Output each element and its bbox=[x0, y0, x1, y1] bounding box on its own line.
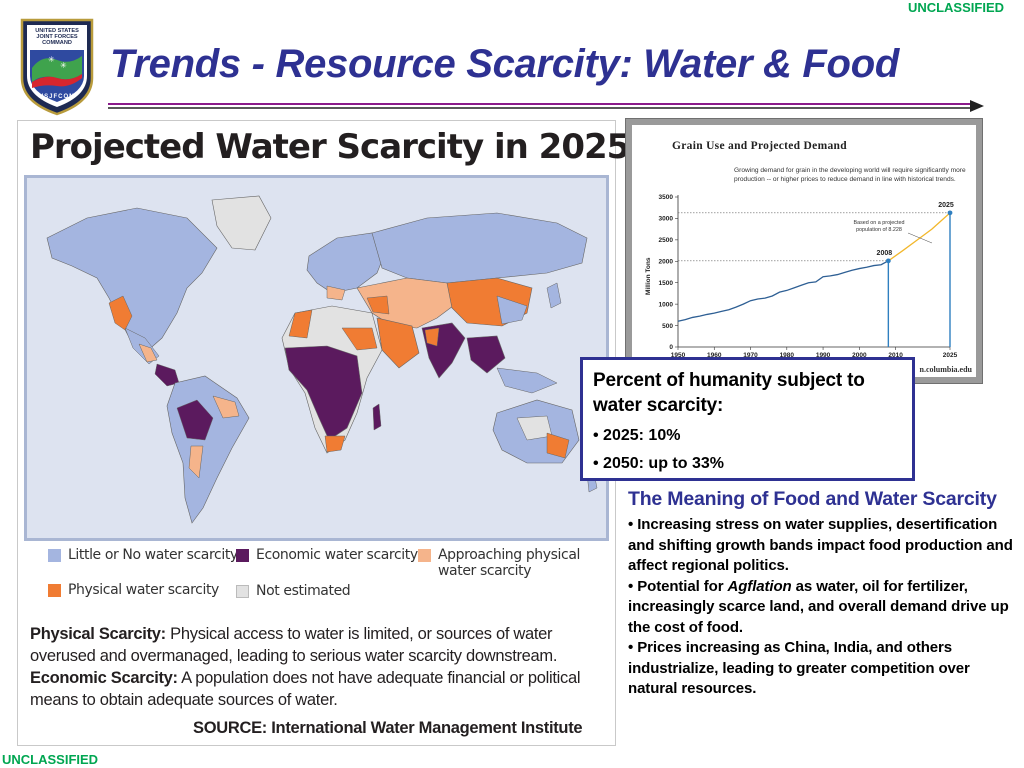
grain-chart-ticks: 0 500 1000 1500 2000 2500 3000 3500 1950 1960 1970… bbox=[659, 194, 958, 359]
y-tick-label: 500 bbox=[662, 323, 673, 330]
meaning-bullet-agflation: Potential for Agflation as water, oil fo… bbox=[628, 577, 1018, 639]
x-tick-label: 1950 bbox=[671, 352, 686, 359]
svg-text:✳: ✳ bbox=[60, 61, 67, 70]
world-map-graphic bbox=[46, 195, 598, 524]
agflation-term: Agflation bbox=[727, 577, 792, 595]
map-source: SOURCE: International Water Management I… bbox=[193, 719, 583, 737]
usjfcom-seal: UNITED STATES JOINT FORCES COMMAND ✳ ✳ U… bbox=[20, 18, 94, 116]
marker-point bbox=[885, 258, 891, 264]
grain-chart-markers: 2008 2025 bbox=[877, 202, 954, 264]
x-tick-label: 1990 bbox=[816, 352, 831, 359]
physical-scarcity-term: Physical Scarcity: bbox=[30, 625, 166, 643]
marker-label: 2008 bbox=[877, 250, 893, 257]
meaning-bullet-prices: Prices increasing as China, India, and o… bbox=[628, 638, 1018, 700]
page-title: Trends - Resource Scarcity: Water & Food bbox=[110, 42, 899, 86]
callout-heading: Percent of humanity subject to water sca… bbox=[593, 370, 865, 416]
projected-series-line bbox=[887, 212, 951, 262]
meaning-bullet-stress: Increasing stress on water supplies, des… bbox=[628, 515, 1018, 577]
classification-bottom: UNCLASSIFIED bbox=[2, 752, 99, 767]
legend-item-not-estimated: Not estimated bbox=[236, 583, 351, 599]
y-tick-label: 2500 bbox=[659, 237, 674, 244]
seal-line-2: JOINT FORCES bbox=[36, 34, 78, 40]
map-legend: Little or No water scarcity Economic wat… bbox=[18, 547, 615, 615]
seal-line-3: COMMAND bbox=[42, 40, 72, 46]
y-tick-label: 3500 bbox=[659, 194, 674, 201]
historical-series-line bbox=[677, 260, 889, 322]
legend-item-approaching-physical: Approaching physical water scarcity bbox=[418, 547, 588, 579]
legend-swatch bbox=[48, 549, 61, 562]
scarcity-definitions: Physical Scarcity: Physical access to wa… bbox=[30, 623, 610, 711]
grain-chart-axes bbox=[677, 195, 951, 348]
grain-ylabel: Million Tons bbox=[645, 257, 652, 295]
grain-chart-subtitle: Growing demand for grain in the developi… bbox=[734, 167, 966, 183]
seal-line-1: UNITED STATES bbox=[35, 28, 79, 34]
x-tick-label: 2010 bbox=[888, 352, 903, 359]
water-scarcity-callout: Percent of humanity subject to water sca… bbox=[580, 357, 915, 481]
y-tick-label: 3000 bbox=[659, 216, 674, 223]
x-tick-label: 1960 bbox=[707, 352, 722, 359]
y-tick-label: 0 bbox=[669, 344, 673, 351]
marker-point bbox=[947, 210, 953, 216]
x-tick-label: 2025 bbox=[943, 352, 958, 359]
callout-item-2025: 2025: 10% bbox=[593, 422, 902, 450]
grain-chart-lines bbox=[677, 212, 951, 322]
economic-scarcity-term: Economic Scarcity: bbox=[30, 669, 178, 687]
meaning-list: Increasing stress on water supplies, des… bbox=[628, 515, 1018, 700]
y-tick-label: 2000 bbox=[659, 258, 674, 265]
water-map-heading: Projected Water Scarcity in 2025 bbox=[30, 127, 630, 167]
classification-top: UNCLASSIFIED bbox=[907, 0, 1004, 15]
water-scarcity-panel: Projected Water Scarcity in 2025 bbox=[17, 120, 630, 746]
marker-label: 2025 bbox=[938, 202, 954, 209]
callout-item-2050: 2050: up to 33% bbox=[593, 450, 902, 478]
grain-chart-panel: Grain Use and Projected Demand Growing d… bbox=[625, 118, 983, 384]
legend-item-physical-scarcity: Physical water scarcity bbox=[48, 582, 219, 598]
svg-text:✳: ✳ bbox=[48, 55, 55, 64]
y-tick-label: 1500 bbox=[659, 280, 674, 287]
x-tick-label: 1970 bbox=[743, 352, 758, 359]
economic-scarcity-text: A population does not have adequate fina… bbox=[30, 669, 581, 709]
physical-scarcity-text: Physical access to water is limited, or … bbox=[30, 625, 558, 665]
meaning-section: The Meaning of Food and Water Scarcity I… bbox=[628, 485, 1018, 700]
x-tick-label: 2000 bbox=[852, 352, 867, 359]
legend-item-little-scarcity: Little or No water scarcity bbox=[48, 547, 238, 563]
annotation-leader bbox=[907, 232, 933, 244]
meaning-heading: The Meaning of Food and Water Scarcity bbox=[628, 488, 997, 510]
grain-annotation: Based on a projected population of 8.228 bbox=[853, 220, 905, 233]
x-tick-label: 1980 bbox=[780, 352, 795, 359]
grain-credit: n.columbia.edu bbox=[920, 365, 973, 374]
callout-list: 2025: 10% 2050: up to 33% bbox=[593, 422, 902, 478]
world-map bbox=[24, 175, 609, 541]
grain-chart: Grain Use and Projected Demand Growing d… bbox=[645, 140, 974, 375]
title-rule bbox=[108, 100, 984, 112]
y-tick-label: 1000 bbox=[659, 301, 674, 308]
seal-bottom-text: USJFCOM bbox=[39, 94, 75, 100]
grain-chart-title: Grain Use and Projected Demand bbox=[672, 140, 847, 152]
legend-item-economic-scarcity: Economic water scarcity bbox=[236, 547, 418, 563]
